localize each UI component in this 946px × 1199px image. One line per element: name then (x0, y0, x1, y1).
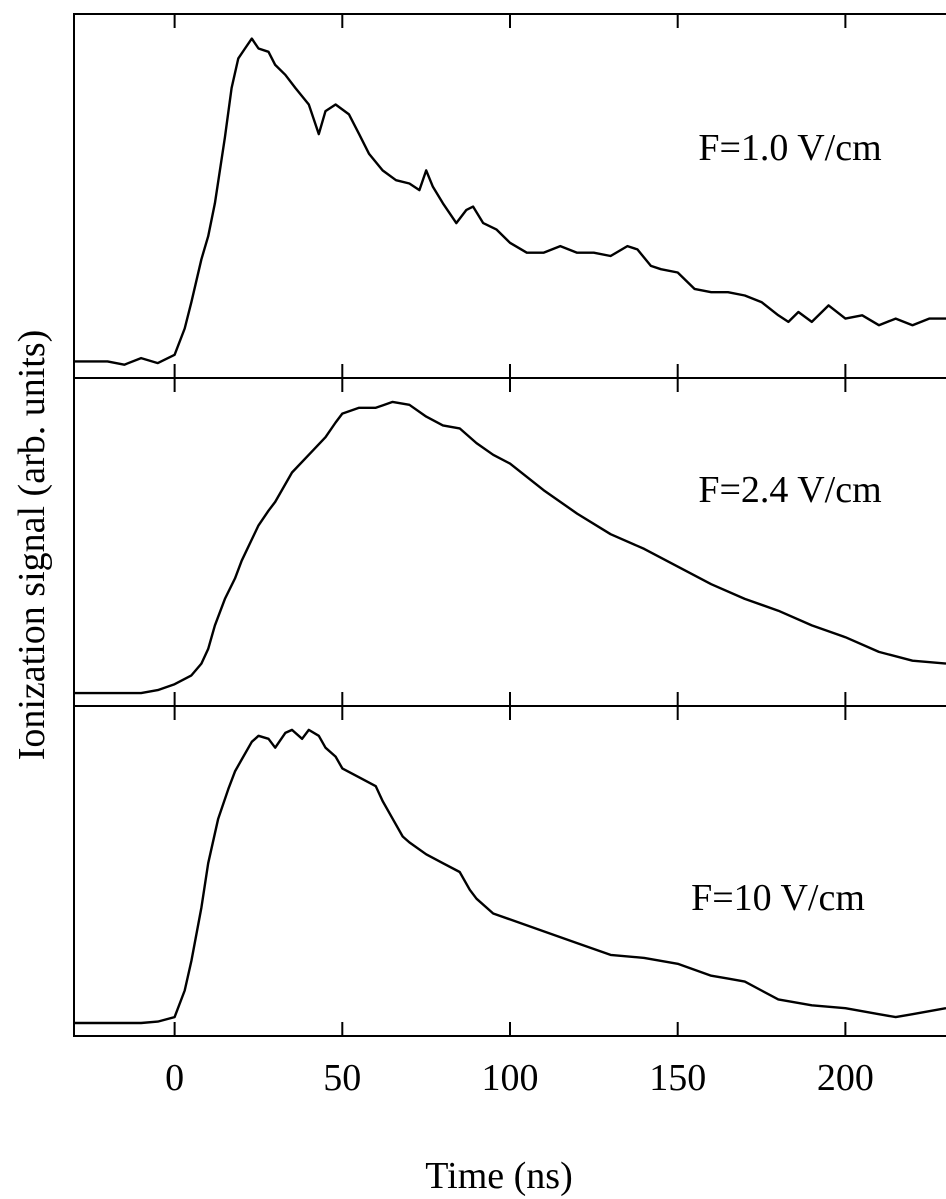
y-axis-label: Ionization signal (arb. units) (11, 330, 53, 761)
panel-3: F=10 V/cm (73, 705, 946, 1037)
x-tick-label: 200 (817, 1057, 874, 1099)
panel-2: F=2.4 V/cm (73, 377, 946, 707)
panel-label: F=2.4 V/cm (698, 469, 881, 511)
panels-group: F=1.0 V/cm F=2.4 V/cm F=10 V/cm (73, 13, 946, 1037)
x-tick-label: 50 (323, 1057, 361, 1099)
x-tick-group: 0 50 100 150 200 (165, 1057, 874, 1099)
panel-frame (73, 705, 946, 1037)
series-line (74, 728, 946, 1025)
panel-label: F=10 V/cm (691, 877, 865, 919)
x-tick-label: 150 (649, 1057, 706, 1099)
x-tick-label: 0 (165, 1057, 184, 1099)
panel-label: F=1.0 V/cm (698, 127, 881, 169)
series-line (74, 37, 946, 366)
x-tick-label: 100 (482, 1057, 539, 1099)
series-line (74, 400, 946, 695)
panel-frame (73, 13, 946, 379)
panel-1: F=1.0 V/cm (73, 13, 946, 379)
x-axis-label: Time (ns) (425, 1155, 572, 1197)
